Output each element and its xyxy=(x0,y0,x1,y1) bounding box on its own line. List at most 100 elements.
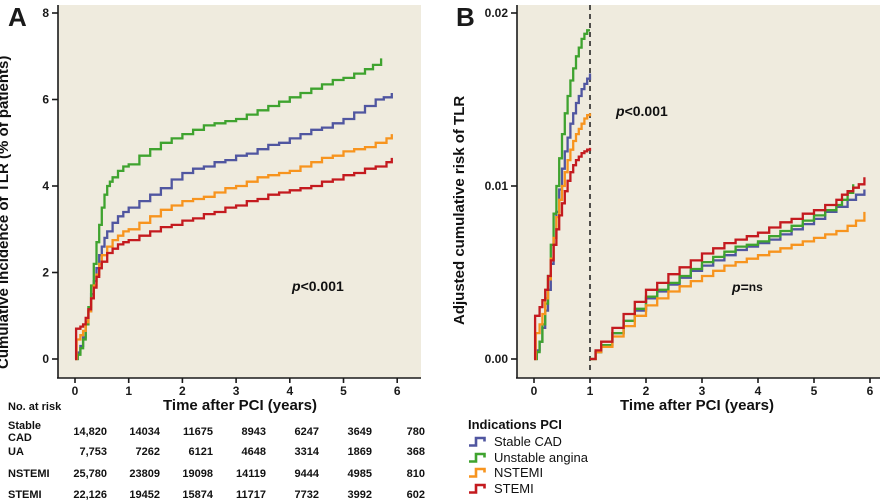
panel-b-pvalue-early: p<0.001 xyxy=(616,103,668,119)
step-line-icon xyxy=(469,436,486,448)
ns-text: ns xyxy=(748,280,763,294)
panel-b-series-nstemi xyxy=(590,211,866,361)
dual-panel-survival-chart: 0 2 4 6 8 0 1 2 3 4 5 6 0.00 0.01 0.02 0 1 2 3 4 5 6 xyxy=(42,5,880,398)
panel-b-x-axis-title: Time after PCI (years) xyxy=(620,397,774,414)
risk-count-value: 14119 xyxy=(236,467,266,480)
legend-title: Indications PCI xyxy=(468,417,562,432)
panel-a-x-tick-label: 6 xyxy=(394,384,401,398)
step-line-icon xyxy=(469,452,486,463)
risk-count-value: 11675 xyxy=(183,426,213,438)
risk-count-value: 9444 xyxy=(294,467,319,480)
panel-b-pvalue-late: p=ns xyxy=(732,279,763,295)
panel-a-x-tick-label: 1 xyxy=(125,384,132,398)
legend-item-label: Unstable angina xyxy=(494,449,588,465)
panel-a-series-unstable-angina xyxy=(75,58,383,361)
panel-b-series-stable-cad xyxy=(534,73,592,361)
panel-b-x-tick-label: 5 xyxy=(811,384,818,398)
panel-b-x-tick-label: 1 xyxy=(587,384,594,398)
panel-a-x-tick-label: 0 xyxy=(72,384,79,398)
panel-a-y-tick-label: 6 xyxy=(42,93,49,107)
risk-table-row: NSTEMI 25,780 23809 19098 14119 9444 4985 810 xyxy=(4,463,431,485)
risk-count-value: 6121 xyxy=(188,446,213,459)
panel-a-y-tick-label: 4 xyxy=(42,179,49,193)
risk-table-row: STEMI 22,126 19452 15874 11717 7732 3992 602 xyxy=(4,485,431,500)
panel-b-x-tick-label: 2 xyxy=(643,384,650,398)
p-value-text: <0.001 xyxy=(300,278,344,294)
panel-b-plot-area xyxy=(517,5,880,378)
p-symbol: p xyxy=(616,103,625,119)
risk-count-value: 4648 xyxy=(241,446,266,459)
panel-a-series-stemi xyxy=(74,157,393,361)
risk-count-value: 7262 xyxy=(135,446,160,459)
risk-count-value: 23809 xyxy=(129,467,160,480)
risk-count-value: 602 xyxy=(406,489,425,500)
risk-row-label: UA xyxy=(8,446,24,459)
risk-count-value: 22,126 xyxy=(73,489,107,500)
risk-row-label: Stable CAD xyxy=(8,420,42,444)
risk-row-label: STEMI xyxy=(8,489,42,500)
panel-a-plot-area xyxy=(58,5,421,378)
panel-a-y-tick-label: 0 xyxy=(42,352,49,366)
risk-count-value: 19098 xyxy=(182,467,213,480)
risk-count-value: 368 xyxy=(406,446,425,459)
chart-legend: Indications PCI Stable CAD Unstable angin… xyxy=(468,417,588,496)
risk-count-value: 3649 xyxy=(347,426,372,438)
panel-a-y-tick-label: 2 xyxy=(42,266,49,280)
panel-b-series-stemi xyxy=(590,177,866,361)
risk-row-label: NSTEMI xyxy=(8,467,50,480)
risk-count-value: 11717 xyxy=(236,489,266,500)
panel-a-y-tick-label: 8 xyxy=(42,6,49,20)
risk-count-value: 7732 xyxy=(294,489,319,500)
risk-table-row: UA 7,753 7262 6121 4648 3314 1869 368 xyxy=(4,442,431,464)
risk-count-value: 780 xyxy=(406,426,425,438)
panel-b-x-tick-label: 6 xyxy=(867,384,874,398)
panel-b-x-tick-label: 4 xyxy=(755,384,762,398)
panel-a-x-tick-label: 3 xyxy=(233,384,240,398)
risk-count-value: 3992 xyxy=(347,489,372,500)
p-symbol: p xyxy=(292,278,301,294)
legend-item-stemi: STEMI xyxy=(468,481,588,497)
panel-a-y-axis-title: Cumulative incidence of TLR (% of patien… xyxy=(0,55,12,369)
panel-b-y-tick-label: 0.01 xyxy=(485,179,509,193)
risk-count-value: 7,753 xyxy=(79,446,107,459)
panel-a-letter: A xyxy=(8,2,27,32)
legend-item-label: Stable CAD xyxy=(494,434,562,450)
panel-b-series-unstable-angina xyxy=(534,29,590,361)
legend-item-nstemi: NSTEMI xyxy=(468,465,588,481)
panel-a-x-axis-title: Time after PCI (years) xyxy=(163,397,317,414)
risk-table-header: No. at risk xyxy=(8,401,62,413)
legend-item-label: NSTEMI xyxy=(494,465,544,481)
panel-b-letter: B xyxy=(456,2,475,32)
risk-count-value: 6247 xyxy=(294,426,319,438)
legend-item-unstable-angina: Unstable angina xyxy=(468,450,588,466)
panel-b-series-stemi xyxy=(533,147,592,361)
risk-count-value: 19452 xyxy=(129,489,160,500)
risk-count-value: 1869 xyxy=(347,446,372,459)
risk-count-value: 14,820 xyxy=(73,426,107,438)
risk-table-row: Stable CAD 14,820 14034 11675 8943 6247 3649 78… xyxy=(4,420,431,444)
risk-count-value: 810 xyxy=(406,467,425,480)
legend-item-label: STEMI xyxy=(494,480,534,496)
panel-b-series-unstable-angina xyxy=(590,184,855,361)
panel-b-y-axis-title: Adjusted cumulative risk of TLR xyxy=(451,95,468,325)
risk-count-value: 25,780 xyxy=(73,467,107,480)
risk-count-value: 4985 xyxy=(347,467,372,480)
panel-b-y-tick-label: 0.00 xyxy=(485,352,509,366)
risk-count-value: 3314 xyxy=(294,446,319,459)
risk-count-value: 15874 xyxy=(182,489,213,500)
panel-a-x-tick-label: 5 xyxy=(340,384,347,398)
panel-b-y-tick-label: 0.02 xyxy=(485,6,509,20)
panel-b-x-tick-label: 3 xyxy=(699,384,706,398)
panel-a-x-tick-label: 2 xyxy=(179,384,186,398)
risk-count-value: 14034 xyxy=(129,426,160,438)
panel-b-series-nstemi xyxy=(534,113,592,361)
legend-item-stable-cad: Stable CAD xyxy=(468,434,588,450)
step-line-icon xyxy=(469,483,486,494)
panel-b-x-tick-label: 0 xyxy=(531,384,538,398)
equals-text: = xyxy=(740,279,749,295)
panel-a-x-tick-label: 4 xyxy=(286,384,293,398)
panel-a-pvalue: p<0.001 xyxy=(292,278,344,294)
p-symbol: p xyxy=(732,279,741,295)
number-at-risk-table: No. at risk Stable CAD 14,820 14034 11675 89… xyxy=(4,401,431,500)
